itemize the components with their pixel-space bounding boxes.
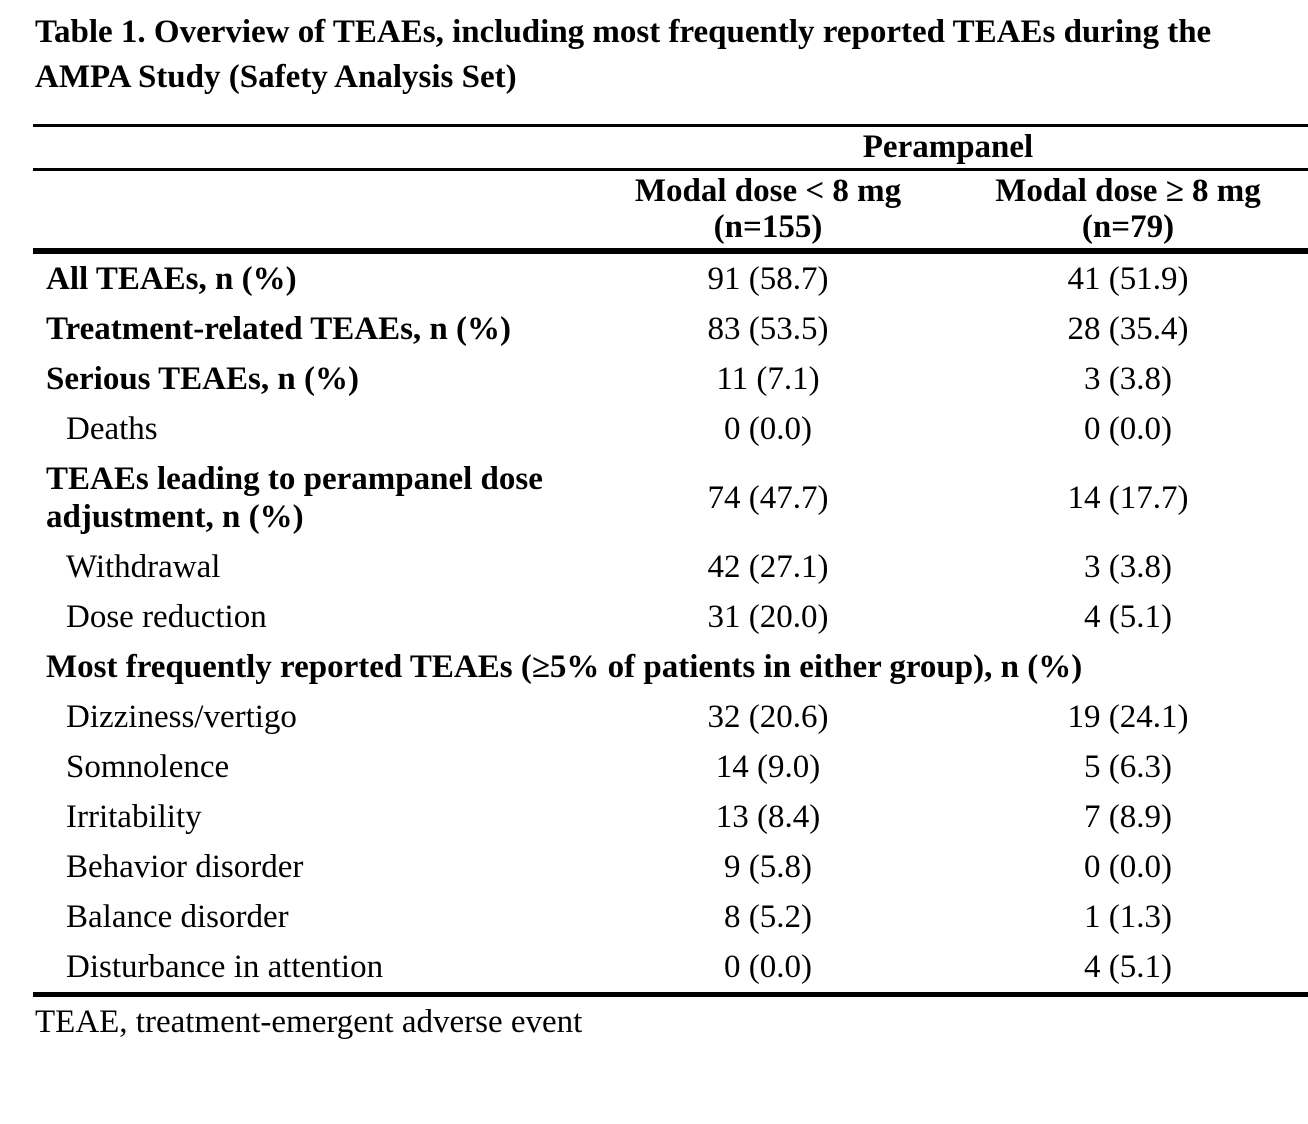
row-value-lt8: 31 (20.0) — [707, 599, 829, 635]
table-row-irritability: Irritability 13 (8.4) 7 (8.9) — [33, 792, 1308, 842]
column-header-modal-dose-ge-8mg: Modal dose ≥ 8 mg (n=79) — [948, 169, 1308, 254]
row-value-ge8: 5 (6.3) — [1084, 749, 1172, 785]
row-value-ge8: 4 (5.1) — [1084, 949, 1172, 985]
row-value-lt8: 9 (5.8) — [724, 849, 812, 885]
row-value-ge8: 41 (51.9) — [1067, 261, 1189, 297]
column-header-dose-label: Modal dose ≥ 8 mg — [995, 173, 1261, 209]
table-row-treatment-related-teaes: Treatment-related TEAEs, n (%) 83 (53.5)… — [33, 304, 1308, 354]
row-value-ge8: 0 (0.0) — [1084, 411, 1172, 447]
row-value-ge8: 1 (1.3) — [1084, 899, 1172, 935]
table-title: Table 1. Overview of TEAEs, including mo… — [0, 0, 1308, 100]
row-value-lt8: 14 (9.0) — [715, 749, 821, 785]
row-label: Disturbance in attention — [66, 949, 384, 985]
row-value-ge8: 28 (35.4) — [1067, 311, 1189, 347]
row-label: Balance disorder — [66, 899, 289, 935]
section-row-label: Most frequently reported TEAEs (≥5% of p… — [46, 649, 1083, 685]
row-label: Treatment-related TEAEs, n (%) — [46, 311, 512, 347]
row-value-ge8: 19 (24.1) — [1067, 699, 1189, 735]
teae-table: Perampanel Modal dose < 8 mg (n=155) Mod… — [33, 124, 1308, 997]
table-footnote: TEAE, treatment-emergent adverse event — [35, 1004, 583, 1040]
table-title-line1: Table 1. Overview of TEAEs, including mo… — [35, 14, 1212, 50]
column-header-n-count: (n=155) — [713, 209, 823, 245]
row-label: Serious TEAEs, n (%) — [46, 361, 359, 397]
column-header-row: Modal dose < 8 mg (n=155) Modal dose ≥ 8… — [33, 169, 1308, 254]
table-row-withdrawal: Withdrawal 42 (27.1) 3 (3.8) — [33, 542, 1308, 592]
row-value-ge8: 7 (8.9) — [1084, 799, 1172, 835]
section-row-most-frequent-teaes: Most frequently reported TEAEs (≥5% of p… — [33, 642, 1308, 692]
row-label: TEAEs leading to perampanel dose adjustm… — [46, 461, 543, 535]
group-header-row: Perampanel — [33, 125, 1308, 171]
row-label: Somnolence — [66, 749, 230, 785]
table-row-dose-reduction: Dose reduction 31 (20.0) 4 (5.1) — [33, 592, 1308, 642]
table-row-somnolence: Somnolence 14 (9.0) 5 (6.3) — [33, 742, 1308, 792]
column-header-n-count: (n=79) — [1081, 209, 1175, 245]
row-label: Withdrawal — [66, 549, 221, 585]
row-value-lt8: 13 (8.4) — [715, 799, 821, 835]
row-label: Dizziness/vertigo — [66, 699, 297, 735]
table-row-deaths: Deaths 0 (0.0) 0 (0.0) — [33, 404, 1308, 454]
row-value-ge8: 4 (5.1) — [1084, 599, 1172, 635]
empty-header-cell — [33, 169, 588, 254]
column-header-dose-label: Modal dose < 8 mg — [634, 173, 902, 209]
row-value-lt8: 74 (47.7) — [707, 480, 829, 516]
table-row-dizziness-vertigo: Dizziness/vertigo 32 (20.6) 19 (24.1) — [33, 692, 1308, 742]
row-value-lt8: 8 (5.2) — [724, 899, 812, 935]
empty-header-cell — [33, 125, 588, 171]
table-row-teaes-dose-adjustment: TEAEs leading to perampanel dose adjustm… — [33, 454, 1308, 542]
table-row-balance-disorder: Balance disorder 8 (5.2) 1 (1.3) — [33, 892, 1308, 942]
table-row-all-teaes: All TEAEs, n (%) 91 (58.7) 41 (51.9) — [33, 251, 1308, 304]
table-row-serious-teaes: Serious TEAEs, n (%) 11 (7.1) 3 (3.8) — [33, 354, 1308, 404]
column-header-modal-dose-lt-8mg: Modal dose < 8 mg (n=155) — [588, 169, 948, 254]
row-value-ge8: 14 (17.7) — [1067, 480, 1189, 516]
column-group-header: Perampanel — [588, 125, 1308, 171]
row-value-lt8: 42 (27.1) — [707, 549, 829, 585]
row-value-lt8: 0 (0.0) — [724, 949, 812, 985]
row-value-ge8: 3 (3.8) — [1084, 361, 1172, 397]
row-value-ge8: 3 (3.8) — [1084, 549, 1172, 585]
row-value-lt8: 91 (58.7) — [707, 261, 829, 297]
row-label: Deaths — [66, 411, 158, 447]
row-value-lt8: 0 (0.0) — [724, 411, 812, 447]
row-label: Dose reduction — [66, 599, 267, 635]
row-label: Irritability — [66, 799, 202, 835]
row-value-lt8: 83 (53.5) — [707, 311, 829, 347]
table-row-disturbance-in-attention: Disturbance in attention 0 (0.0) 4 (5.1) — [33, 942, 1308, 995]
row-value-lt8: 11 (7.1) — [716, 361, 820, 397]
table-row-behavior-disorder: Behavior disorder 9 (5.8) 0 (0.0) — [33, 842, 1308, 892]
row-label: All TEAEs, n (%) — [46, 261, 297, 297]
row-label: Behavior disorder — [66, 849, 304, 885]
row-value-ge8: 0 (0.0) — [1084, 849, 1172, 885]
table-title-line2: AMPA Study (Safety Analysis Set) — [35, 59, 517, 95]
row-value-lt8: 32 (20.6) — [707, 699, 829, 735]
